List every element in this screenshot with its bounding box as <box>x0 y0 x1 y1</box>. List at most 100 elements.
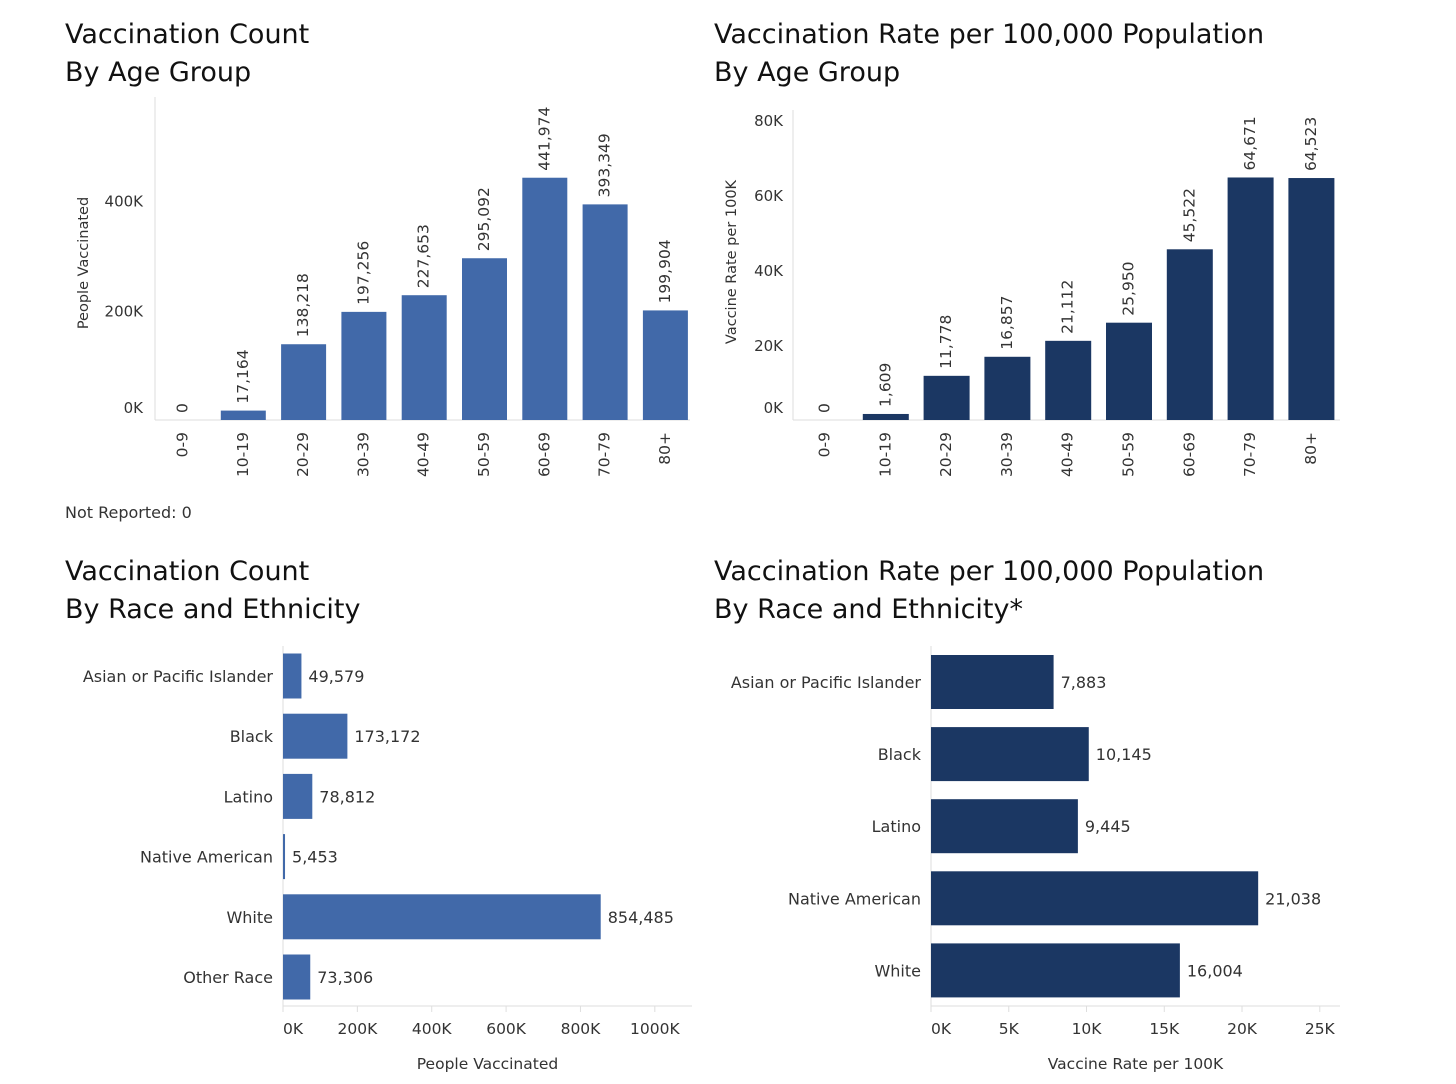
x-tick-label: 200K <box>337 1020 378 1038</box>
data-label: 7,883 <box>1061 673 1107 692</box>
bar <box>283 773 313 819</box>
x-tick-label: 20K <box>1227 1020 1258 1038</box>
x-tick-label: 30-39 <box>354 432 372 477</box>
chart-title-line-1: Vaccination Count <box>65 556 310 587</box>
data-label: 16,004 <box>1187 961 1243 980</box>
not-reported-note: Not Reported: 0 <box>65 503 192 522</box>
data-label: 9,445 <box>1085 817 1131 836</box>
x-tick-label: 600K <box>486 1020 527 1038</box>
x-axis-title: Vaccine Rate per 100K <box>1048 1055 1224 1073</box>
data-label: 16,857 <box>998 296 1016 350</box>
y-tick-label: 80K <box>754 112 784 130</box>
bar <box>923 375 970 420</box>
data-label: 295,092 <box>475 187 493 251</box>
x-tick-label: 20-29 <box>294 432 312 477</box>
bar <box>283 653 302 699</box>
y-tick-label: 400K <box>105 193 145 211</box>
x-tick-label: 15K <box>1149 1020 1180 1038</box>
chart-title-line-2: By Age Group <box>65 57 252 88</box>
panel-count-by-race: Vaccination Count By Race and Ethnicity … <box>65 553 692 1073</box>
x-tick-label: 10-19 <box>876 432 894 477</box>
y-tick-label: Native American <box>140 848 273 867</box>
y-tick-label: 20K <box>754 337 784 355</box>
x-tick-label: 40-49 <box>1059 432 1077 477</box>
bar <box>931 655 1054 709</box>
bar <box>931 943 1180 998</box>
y-tick-label: 200K <box>105 302 145 320</box>
y-axis-title: Vaccine Rate per 100K <box>724 179 740 344</box>
data-label: 17,164 <box>234 349 252 403</box>
data-label: 11,778 <box>937 315 955 369</box>
y-tick-label: Latino <box>872 817 921 836</box>
x-tick-label: 0-9 <box>174 432 192 457</box>
bar <box>1166 249 1213 420</box>
data-label: 199,904 <box>656 239 674 303</box>
x-tick-label: 60-69 <box>1180 432 1198 477</box>
panel-rate-by-age: Vaccination Rate per 100,000 Population … <box>0 0 1456 540</box>
chart-title: Vaccination Rate per 100,000 Population … <box>714 16 1264 92</box>
bar <box>931 727 1089 782</box>
y-tick-label: 60K <box>754 187 784 205</box>
bar <box>1227 177 1274 420</box>
y-tick-label: Asian or Pacific Islander <box>731 673 922 692</box>
data-label: 441,974 <box>535 107 553 171</box>
chart-title-line-2: By Age Group <box>714 57 901 88</box>
y-tick-label: Other Race <box>183 968 273 987</box>
x-tick-label: 20-29 <box>937 432 955 477</box>
x-tick-label: 800K <box>561 1020 602 1038</box>
y-tick-label: White <box>226 908 273 927</box>
data-label: 45,522 <box>1180 188 1198 242</box>
bar-chart-count-by-age: 0K 200K 400K People Vaccinated 0 0-9 17,164 10-… <box>76 97 690 477</box>
x-tick-label: 40-49 <box>415 432 433 477</box>
x-tick-label: 50-59 <box>475 432 493 477</box>
x-tick-label: 0K <box>931 1020 952 1038</box>
data-label: 0 <box>816 403 834 413</box>
data-label: 21,112 <box>1059 280 1077 334</box>
data-label: 197,256 <box>354 241 372 305</box>
chart-title-line-1: Vaccination Rate per 100,000 Population <box>714 19 1265 50</box>
bar <box>1045 340 1092 420</box>
data-label: 49,579 <box>308 667 364 686</box>
x-tick-label: 10-19 <box>234 432 252 477</box>
x-axis-title: People Vaccinated <box>417 1055 558 1073</box>
x-tick-label: 1000K <box>630 1020 680 1038</box>
data-label: 10,145 <box>1096 745 1152 764</box>
data-label: 21,038 <box>1265 889 1321 908</box>
x-tick-label: 0K <box>283 1020 304 1038</box>
y-tick-label: 40K <box>754 262 784 280</box>
data-label: 393,349 <box>596 133 614 197</box>
x-tick-label: 0-9 <box>816 432 834 457</box>
y-tick-label: Black <box>230 727 274 746</box>
chart-title: Vaccination Rate per 100,000 Population … <box>714 553 1264 629</box>
bar <box>862 413 909 420</box>
x-tick-label: 50-59 <box>1120 432 1138 477</box>
bar <box>283 713 348 759</box>
bar <box>931 799 1078 854</box>
bar <box>642 310 688 420</box>
bar <box>462 258 507 420</box>
y-tick-label: 0K <box>764 399 785 417</box>
y-tick-label: Asian or Pacific Islander <box>83 667 274 686</box>
bar <box>283 954 311 1000</box>
data-label: 227,653 <box>415 224 433 288</box>
chart-title: Vaccination Count By Age Group <box>65 16 309 92</box>
bar <box>522 177 568 420</box>
bar <box>1106 322 1152 420</box>
x-tick-label: 80+ <box>1302 432 1320 465</box>
chart-title-line-2: By Race and Ethnicity <box>65 594 361 625</box>
y-tick-label: Black <box>878 745 922 764</box>
data-label: 64,671 <box>1241 116 1259 170</box>
x-tick-label: 5K <box>999 1020 1020 1038</box>
chart-title: Vaccination Count By Race and Ethnicity <box>65 553 361 629</box>
y-tick-label: 0K <box>124 399 145 417</box>
bar <box>984 356 1031 420</box>
x-tick-label: 70-79 <box>596 432 614 477</box>
bar <box>1288 178 1335 420</box>
bar <box>401 295 447 420</box>
bar-chart-rate-by-age: 0K 20K 40K 60K 80K Vaccine Rate per 100K 0 0-9 1… <box>724 110 1340 477</box>
bar <box>582 204 628 420</box>
data-label: 5,453 <box>292 848 338 867</box>
data-label: 78,812 <box>319 787 375 806</box>
